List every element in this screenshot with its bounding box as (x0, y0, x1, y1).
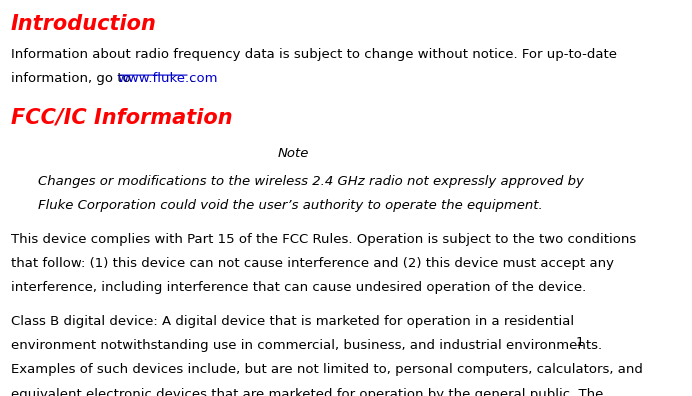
Text: 1: 1 (575, 336, 584, 349)
Text: Examples of such devices include, but are not limited to, personal computers, ca: Examples of such devices include, but ar… (10, 364, 642, 376)
Text: environment notwithstanding use in commercial, business, and industrial environm: environment notwithstanding use in comme… (10, 339, 601, 352)
Text: Changes or modifications to the wireless 2.4 GHz radio not expressly approved by: Changes or modifications to the wireless… (38, 175, 584, 188)
Text: information, go to: information, go to (10, 72, 134, 85)
Text: Note: Note (277, 147, 309, 160)
Text: .: . (190, 72, 194, 85)
Text: www.fluke.com: www.fluke.com (117, 72, 217, 85)
Text: Class B digital device: A digital device that is marketed for operation in a res: Class B digital device: A digital device… (10, 315, 574, 328)
Text: Introduction: Introduction (10, 14, 156, 34)
Text: Information about radio frequency data is subject to change without notice. For : Information about radio frequency data i… (10, 48, 617, 61)
Text: FCC/IC Information: FCC/IC Information (10, 108, 233, 128)
Text: interference, including interference that can cause undesired operation of the d: interference, including interference tha… (10, 281, 586, 294)
Text: equivalent electronic devices that are marketed for operation by the general pub: equivalent electronic devices that are m… (10, 388, 603, 396)
Text: that follow: (1) this device can not cause interference and (2) this device must: that follow: (1) this device can not cau… (10, 257, 614, 270)
Text: This device complies with Part 15 of the FCC Rules. Operation is subject to the : This device complies with Part 15 of the… (10, 233, 636, 246)
Text: Fluke Corporation could void the user’s authority to operate the equipment.: Fluke Corporation could void the user’s … (38, 199, 543, 212)
